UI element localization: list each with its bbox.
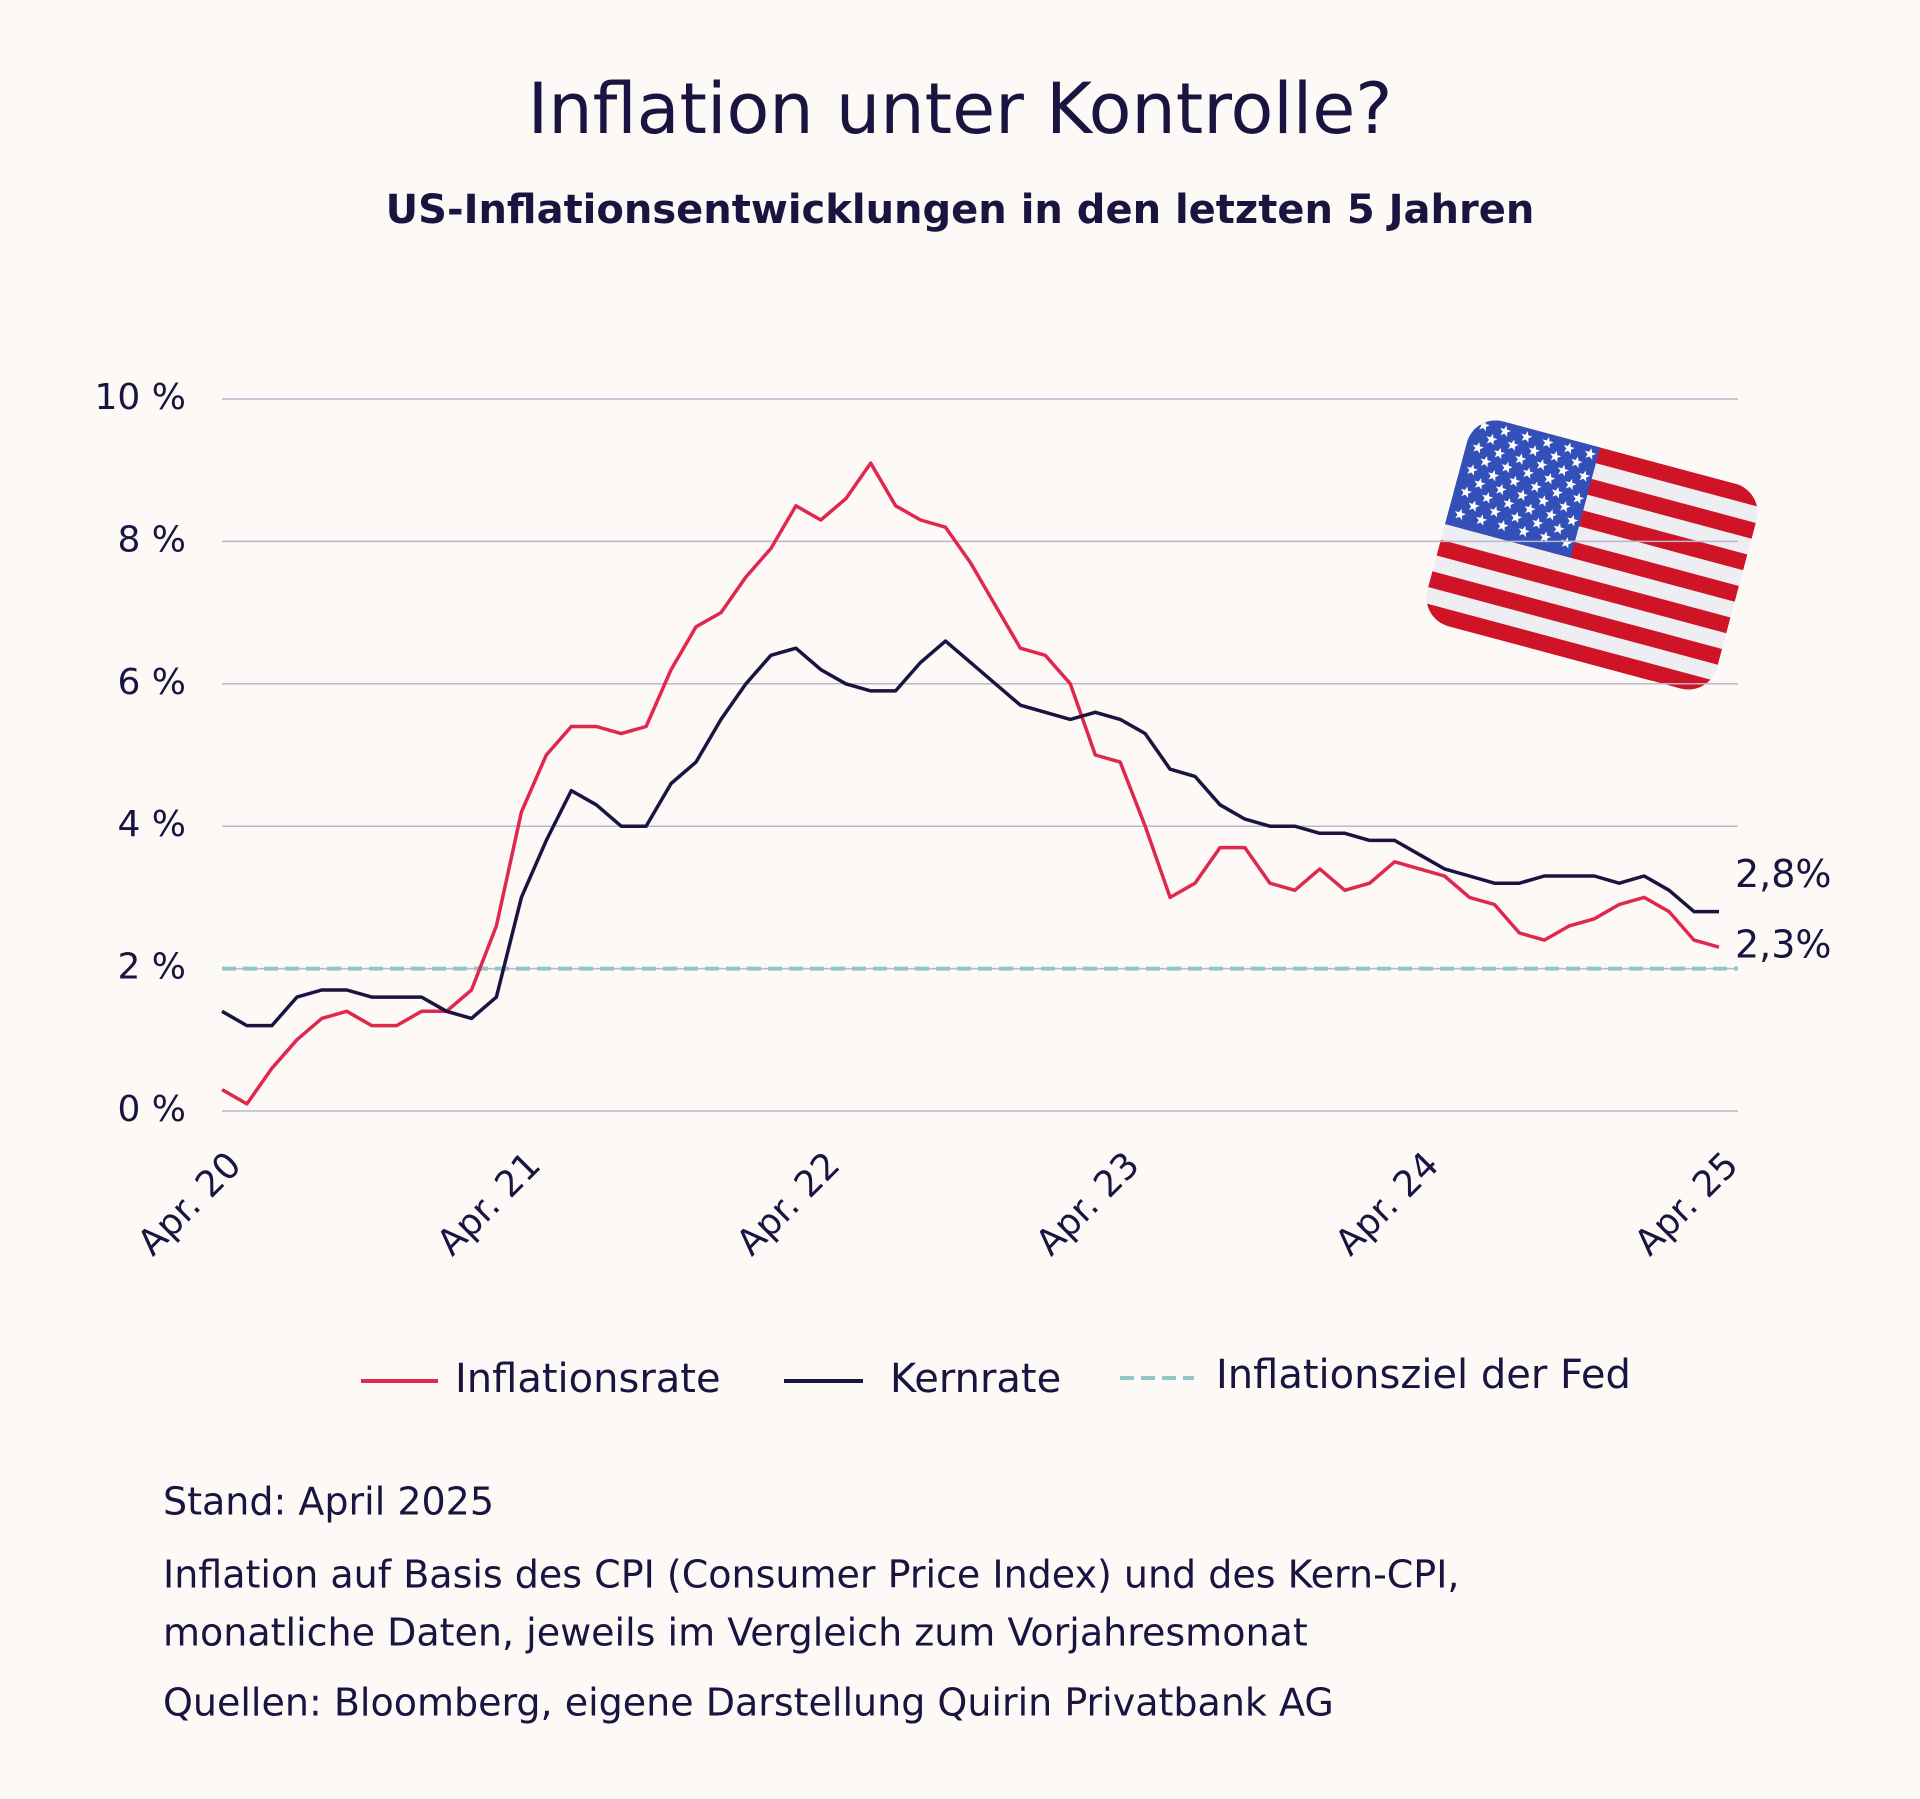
flag-star bbox=[1503, 497, 1515, 510]
flag-star bbox=[1517, 489, 1529, 502]
flag-star bbox=[1532, 517, 1544, 529]
flag-star bbox=[1521, 431, 1533, 443]
flag-star bbox=[1544, 473, 1556, 485]
flag-stripe bbox=[1419, 602, 1714, 697]
flag-star bbox=[1585, 448, 1597, 460]
flag-star bbox=[1468, 500, 1480, 512]
flag-star bbox=[1551, 487, 1563, 499]
legend-label: Inflationsrate bbox=[455, 1356, 721, 1402]
flag-star bbox=[1565, 478, 1577, 491]
y-tick-label: 8 % bbox=[117, 519, 186, 560]
flag-star bbox=[1536, 459, 1548, 471]
footnote: monatliche Daten, jeweils im Vergleich z… bbox=[163, 1611, 1308, 1655]
flag-star bbox=[1553, 523, 1565, 535]
flag-star bbox=[1561, 537, 1573, 549]
flag-stripe bbox=[1423, 587, 1718, 681]
flag-stripe bbox=[1432, 555, 1727, 650]
flag-star bbox=[1515, 453, 1527, 465]
flag-star bbox=[1542, 436, 1554, 449]
flag-star bbox=[1509, 475, 1521, 488]
series-line bbox=[221, 461, 1720, 1106]
y-tick-label: 2 % bbox=[117, 947, 186, 988]
flag-star bbox=[1466, 464, 1478, 476]
y-tick-label: 10 % bbox=[95, 377, 186, 418]
footnote: Quellen: Bloomberg, eigene Darstellung Q… bbox=[163, 1681, 1334, 1725]
flag-star bbox=[1500, 425, 1512, 437]
flag-star bbox=[1528, 445, 1540, 457]
flag-star bbox=[1557, 464, 1569, 477]
flag-star bbox=[1486, 433, 1498, 446]
flag-star bbox=[1567, 514, 1579, 527]
flag-star bbox=[1530, 481, 1542, 493]
flag-stripe bbox=[1436, 539, 1731, 634]
flag-star bbox=[1524, 503, 1536, 515]
flag-stripe bbox=[1440, 524, 1735, 618]
y-tick-label: 4 % bbox=[117, 804, 186, 845]
flag-star bbox=[1550, 450, 1562, 463]
end-label: 2,3% bbox=[1735, 923, 1832, 967]
flag-star bbox=[1579, 470, 1591, 482]
series-line bbox=[221, 639, 1719, 1028]
flag-star bbox=[1454, 508, 1466, 521]
y-tick-label: 0 % bbox=[117, 1089, 186, 1130]
chart-title: Inflation unter Kontrolle? bbox=[528, 68, 1393, 150]
flag-star bbox=[1507, 439, 1519, 451]
legend-label: Kernrate bbox=[890, 1356, 1061, 1402]
flag-star bbox=[1460, 486, 1472, 498]
flag-star bbox=[1559, 500, 1571, 513]
flag-star bbox=[1511, 511, 1523, 524]
flag-icon bbox=[1419, 413, 1765, 697]
flag-star bbox=[1495, 483, 1507, 496]
flag-star bbox=[1482, 492, 1494, 504]
flag-star bbox=[1489, 506, 1501, 518]
flag-star bbox=[1538, 495, 1550, 507]
flag-star bbox=[1472, 442, 1484, 454]
flag-canton bbox=[1445, 413, 1601, 558]
flag-star bbox=[1539, 531, 1551, 543]
flag-star bbox=[1573, 492, 1585, 505]
flag-star bbox=[1488, 469, 1500, 482]
flag-star bbox=[1474, 478, 1486, 490]
flag-star bbox=[1545, 509, 1557, 521]
flag-star bbox=[1480, 455, 1492, 468]
flag-stripe bbox=[1427, 571, 1723, 666]
legend-label: Inflationsziel der Fed bbox=[1216, 1352, 1631, 1398]
footnote: Stand: April 2025 bbox=[163, 1480, 494, 1524]
flag-star bbox=[1476, 514, 1488, 526]
flag-star bbox=[1497, 520, 1509, 532]
y-tick-label: 6 % bbox=[117, 662, 186, 703]
flag-star bbox=[1494, 447, 1506, 460]
flag-star bbox=[1571, 456, 1583, 468]
flag-star bbox=[1478, 419, 1490, 432]
flag-star bbox=[1563, 442, 1575, 455]
flag-star bbox=[1518, 525, 1530, 538]
end-label: 2,8% bbox=[1735, 852, 1832, 896]
footnote: Inflation auf Basis des CPI (Consumer Pr… bbox=[163, 1553, 1460, 1597]
chart-subtitle: US-Inflationsentwicklungen in den letzte… bbox=[386, 187, 1535, 233]
flag-star bbox=[1501, 461, 1513, 474]
flag-star bbox=[1522, 467, 1535, 479]
